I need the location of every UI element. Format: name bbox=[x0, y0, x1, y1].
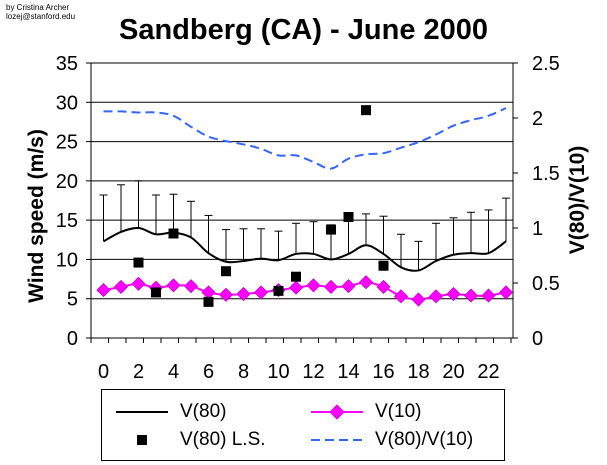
y-tick-label-right: 0.5 bbox=[532, 273, 560, 295]
chart-title: Sandberg (CA) - June 2000 bbox=[118, 14, 489, 46]
y-tick-label-left: 30 bbox=[56, 92, 78, 114]
v80-ls-point bbox=[203, 296, 214, 307]
v80-ls-point bbox=[326, 224, 336, 235]
y-tick-label-left: 15 bbox=[56, 210, 78, 232]
y-tick-label-left: 25 bbox=[56, 132, 78, 154]
chart-legend: V(80) V(10) V(80) L.S. V(80)/V(10) bbox=[101, 389, 505, 461]
v80-ls-point bbox=[221, 266, 231, 277]
x-tick-label: 22 bbox=[477, 361, 499, 383]
x-tick-label: 6 bbox=[203, 361, 214, 383]
y-tick-label-right: 2.5 bbox=[532, 53, 560, 75]
y-tick-label-left: 35 bbox=[56, 53, 78, 75]
v80-ls-point bbox=[151, 287, 161, 298]
plot-area: 0 5 10 15 20 25 30 35 0 0.5 1 1.5 2 2.5 0 2 4 6 8 10 12 14 16 1… bbox=[56, 53, 560, 383]
v10-point bbox=[393, 289, 409, 304]
x-tick-label: 18 bbox=[407, 361, 429, 383]
y-tick-label-right: 0 bbox=[532, 328, 543, 350]
series-line-v80 bbox=[103, 226, 507, 272]
v10-point bbox=[288, 280, 304, 295]
x-tick-label: 2 bbox=[133, 361, 144, 383]
v10-point bbox=[131, 276, 146, 291]
x-tick-label: 14 bbox=[337, 361, 359, 383]
v10-point bbox=[306, 278, 321, 293]
v10-point bbox=[96, 283, 111, 298]
credit-email: lozej@stanford.edu bbox=[6, 12, 76, 21]
v80-ls-point bbox=[378, 260, 389, 271]
v10-point bbox=[183, 279, 199, 294]
y-axis-label-right: V(80)/V(10) bbox=[566, 145, 589, 255]
v10-point bbox=[358, 275, 374, 290]
y-tick-label-left: 0 bbox=[67, 328, 78, 350]
x-tick-label: 16 bbox=[372, 361, 394, 383]
legend-item-v80: V(80) bbox=[114, 400, 294, 424]
legend-item-v10: V(10) bbox=[309, 400, 499, 424]
v10-point bbox=[323, 279, 339, 294]
v10-point bbox=[253, 285, 269, 300]
v80-ls-point bbox=[361, 105, 371, 116]
v80-ls-point bbox=[133, 257, 144, 268]
x-tick-label: 12 bbox=[302, 361, 324, 383]
legend-label-v80: V(80) bbox=[180, 401, 227, 422]
v10-point bbox=[218, 287, 234, 302]
v10-point bbox=[236, 286, 251, 302]
legend-label-ratio: V(80)/V(10) bbox=[375, 429, 474, 450]
x-tick-label: 8 bbox=[238, 361, 249, 383]
v10-point bbox=[166, 278, 181, 293]
y-tick-label-right: 1.5 bbox=[532, 163, 560, 185]
v10-point bbox=[428, 289, 444, 304]
y-tick-label-left: 20 bbox=[56, 171, 78, 193]
legend-label-v10: V(10) bbox=[375, 401, 422, 422]
x-tick-label: 4 bbox=[168, 361, 179, 383]
v10-point bbox=[463, 288, 479, 303]
legend-item-ratio: V(80)/V(10) bbox=[309, 428, 499, 452]
v10-point bbox=[341, 279, 356, 294]
y-tick-label-left: 5 bbox=[67, 289, 78, 311]
x-tick-label: 20 bbox=[442, 361, 464, 383]
v10-point bbox=[481, 288, 496, 303]
series-line-v10 bbox=[103, 281, 507, 301]
v10-point bbox=[411, 292, 426, 307]
v80-ls-point bbox=[343, 212, 354, 222]
v10-point bbox=[498, 285, 514, 300]
y-tick-label-right: 1 bbox=[532, 218, 543, 240]
v10-point bbox=[376, 279, 391, 294]
v80-ls-point bbox=[273, 285, 284, 296]
series-line-ratio bbox=[103, 107, 507, 170]
v80-ls-point bbox=[291, 271, 301, 282]
x-tick-label: 0 bbox=[98, 361, 109, 383]
y-axis-label-left: Wind speed (m/s) bbox=[25, 129, 48, 303]
v80-ls-point bbox=[168, 228, 179, 239]
credit-author: by Cristina Archer bbox=[6, 3, 70, 12]
v10-point bbox=[113, 279, 129, 294]
y-tick-label-right: 2 bbox=[532, 108, 543, 130]
y-tick-label-left: 10 bbox=[56, 249, 78, 271]
legend-label-v80-ls: V(80) L.S. bbox=[180, 429, 266, 450]
legend-item-v80-ls: V(80) L.S. bbox=[114, 428, 294, 452]
v10-point bbox=[446, 286, 461, 302]
x-tick-label: 10 bbox=[267, 361, 289, 383]
